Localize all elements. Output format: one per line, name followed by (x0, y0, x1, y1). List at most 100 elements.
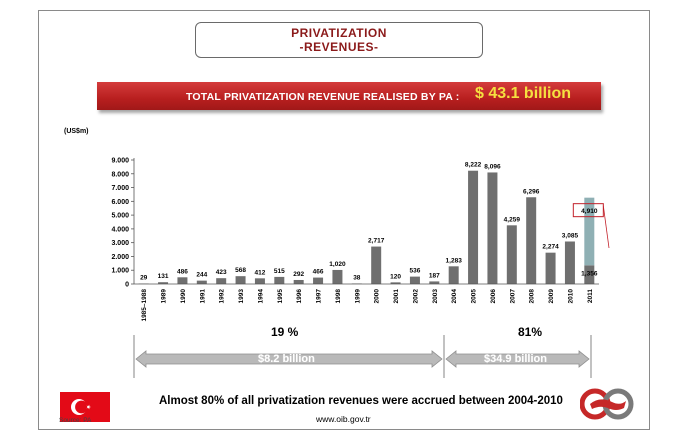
data-label: 1,020 (329, 261, 346, 268)
data-label: 8,096 (484, 163, 501, 170)
bars-group (138, 170, 595, 284)
bar (429, 281, 440, 284)
x-tick-label: 1989 (161, 289, 168, 304)
data-label: 423 (216, 269, 227, 276)
x-tick-label: 2006 (490, 289, 497, 304)
x-tick-label: 2005 (471, 289, 478, 304)
x-tick-label: 1996 (296, 289, 303, 304)
y-tick-label: 4.000 (111, 226, 129, 233)
bar (177, 277, 188, 284)
data-label: 2,274 (542, 244, 559, 251)
bar-2011-upper (584, 197, 595, 266)
bar-2011-lower (584, 265, 595, 284)
bar (274, 276, 285, 284)
total-revenue-banner: TOTAL PRIVATIZATION REVENUE REALISED BY … (97, 82, 601, 110)
y-tick-label: 6.000 (111, 199, 129, 206)
turkey-flag-icon (60, 392, 110, 422)
data-label: 2,717 (368, 238, 385, 245)
data-label: 187 (429, 272, 440, 279)
y-tick-label: 7.000 (111, 185, 129, 192)
x-tick-label: 2009 (548, 289, 555, 304)
y-tick-label: 5.000 (111, 213, 129, 220)
bar (390, 282, 401, 284)
slide-title-box: PRIVATIZATION -REVENUES- (195, 22, 483, 58)
bar (545, 252, 556, 284)
x-tick-label: 2003 (432, 289, 439, 304)
banner-amount: $ 43.1 billion (475, 85, 572, 102)
data-label: 4,259 (504, 216, 521, 223)
y-tick-label: 2.000 (111, 254, 129, 261)
y-tick-label: 1.000 (111, 268, 129, 275)
x-tick-label: 2002 (412, 289, 419, 304)
x-tick-label: 1999 (354, 289, 361, 304)
x-tick-label: 1997 (316, 289, 323, 304)
data-label: 412 (255, 269, 266, 276)
x-tick-label: 2011 (587, 289, 594, 303)
data-label: 38 (353, 274, 361, 281)
slide-subtitle: -REVENUES- (299, 40, 379, 54)
data-label: 486 (177, 268, 188, 275)
y-tick-label: 3.000 (111, 240, 129, 247)
data-label: 1,283 (446, 257, 463, 264)
bar (564, 241, 575, 284)
y-tick-label: 0 (125, 282, 129, 289)
bar (293, 279, 304, 284)
data-label: 29 (140, 275, 148, 282)
x-tick-label: 2008 (529, 289, 536, 304)
bar (216, 278, 227, 284)
data-label: 292 (293, 271, 304, 278)
period-arrows (133, 335, 592, 378)
website-link[interactable]: www.oib.gov.tr (316, 414, 371, 424)
bar (409, 276, 420, 284)
bar (235, 276, 246, 284)
bar (468, 170, 479, 284)
x-tick-label: 2010 (567, 289, 574, 304)
share-left-label: 19 % (271, 325, 299, 339)
x-tick-label: 1985–1988 (141, 289, 148, 322)
highlight-box (572, 203, 604, 218)
x-tick-label: 1992 (219, 289, 226, 304)
bar (448, 266, 459, 284)
slide-title: PRIVATIZATION (291, 26, 387, 40)
period-right-total: $34.9 billion (484, 353, 547, 365)
x-tick-label: 1994 (257, 289, 264, 304)
bottom-note: Almost 80% of all privatization revenues… (159, 395, 563, 407)
y-tick-label: 8.000 (111, 171, 129, 178)
slide-frame (38, 10, 650, 430)
x-tick-label: 2004 (451, 289, 458, 304)
data-label: 131 (158, 273, 169, 280)
data-label: 8,222 (465, 162, 482, 169)
highlight-callout-line (602, 205, 610, 249)
data-label: 6,296 (523, 188, 540, 195)
x-tick-label: 1990 (180, 289, 187, 304)
bar (254, 278, 265, 284)
x-tick-label: 1995 (277, 289, 284, 304)
source-label: Source: PA (59, 417, 92, 424)
unit-label: (US$m) (64, 128, 89, 135)
period-left-arrow (135, 350, 443, 368)
share-right-label: 81% (518, 325, 543, 339)
bar (487, 172, 498, 284)
x-tick-label: 1991 (199, 289, 206, 304)
y-tick-label: 9.000 (111, 158, 129, 165)
data-label-2011-upper: 4,910 (581, 208, 598, 215)
x-axis: 1985–1988 1989 1990 1991 1992 1993 1994 1995 199… (134, 283, 599, 322)
bar (371, 246, 382, 284)
data-label: 244 (196, 272, 207, 279)
data-label-2011-lower: 1,356 (581, 270, 598, 277)
y-axis: 0 1.000 2.000 3.000 4.000 5.000 6.000 7.000 8.00… (111, 158, 135, 289)
x-tick-label: 1993 (238, 289, 245, 304)
bar (158, 282, 169, 284)
data-label: 3,085 (562, 232, 579, 239)
x-tick-label: 2001 (393, 289, 400, 304)
x-tick-label: 2000 (374, 289, 381, 304)
period-left-total: $8.2 billion (258, 353, 315, 365)
data-label: 568 (235, 267, 246, 274)
data-label: 466 (313, 269, 324, 276)
period-right-arrow (445, 350, 590, 368)
data-labels-group: 29 131 486 244 423 568 412 515 292 466 1,020 38 2,71… (140, 162, 610, 282)
data-label: 120 (390, 273, 401, 280)
x-tick-label: 1998 (335, 289, 342, 304)
